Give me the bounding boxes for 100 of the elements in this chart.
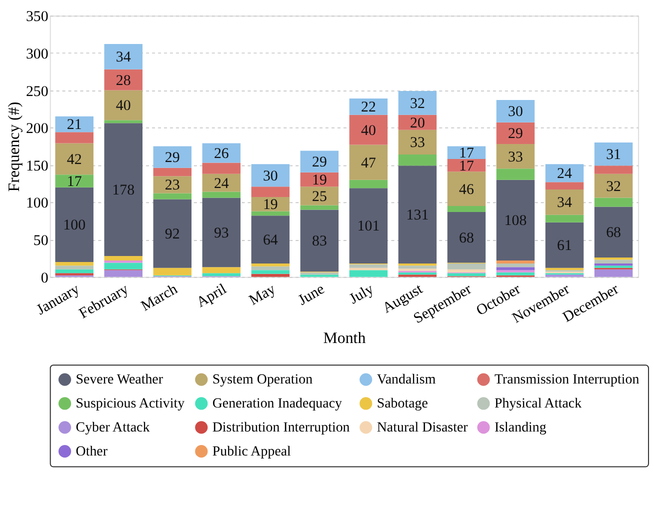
legend-label: Islanding <box>494 420 546 436</box>
y-tick-label: 100 <box>26 196 48 212</box>
bar <box>447 273 486 276</box>
bar <box>594 260 633 264</box>
data-label: 29 <box>312 154 327 171</box>
bar <box>251 274 290 277</box>
legend-label: System Operation <box>212 372 313 388</box>
bar <box>251 186 290 198</box>
bar <box>349 270 388 277</box>
y-axis-title: Frequency (#) <box>6 102 23 192</box>
bar <box>202 174 241 192</box>
data-label: 34 <box>557 195 573 212</box>
bar <box>251 211 290 216</box>
data-label: 34 <box>116 50 132 66</box>
bar <box>545 214 584 222</box>
bar <box>300 210 339 272</box>
bar <box>104 44 142 70</box>
legend-label: Physical Attack <box>494 396 582 412</box>
data-label: 23 <box>164 178 180 194</box>
data-label: 30 <box>262 168 278 184</box>
bar <box>594 174 633 198</box>
data-label: 40 <box>116 98 131 114</box>
bar <box>104 270 142 277</box>
bar <box>300 205 339 210</box>
data-label: 33 <box>508 149 523 166</box>
legend-label: Natural Disaster <box>376 420 468 436</box>
data-label: 29 <box>508 126 523 142</box>
data-label: 42 <box>66 152 82 168</box>
y-tick-label: 250 <box>26 84 48 100</box>
bar <box>545 190 584 215</box>
bar <box>104 256 142 260</box>
legend-label: Other <box>76 444 108 460</box>
data-label: 108 <box>504 213 527 230</box>
bar <box>447 172 486 206</box>
legend-label: Sabotage <box>376 396 428 412</box>
x-tick-label: April <box>194 281 230 311</box>
data-label: 101 <box>357 218 380 235</box>
bar <box>496 267 535 270</box>
bar <box>349 264 388 268</box>
bar <box>496 144 535 169</box>
bar <box>55 187 94 262</box>
bar <box>398 130 437 154</box>
data-label: 32 <box>410 96 425 112</box>
bar <box>545 164 584 182</box>
legend-label: Public Appeal <box>212 444 292 460</box>
bar <box>104 90 142 120</box>
data-label: 33 <box>410 135 425 152</box>
x-tick-label: July <box>346 281 377 308</box>
x-axis-title: Month <box>323 330 366 348</box>
data-label: 64 <box>262 232 278 249</box>
bar <box>594 206 633 258</box>
x-tick-label: May <box>246 281 279 309</box>
bar <box>496 180 535 260</box>
data-label: 68 <box>459 230 474 246</box>
bar <box>251 270 290 274</box>
legend-label: Severe Weather <box>76 372 164 388</box>
bar <box>153 176 192 194</box>
bar <box>349 114 388 145</box>
data-label: 31 <box>606 147 622 164</box>
bar <box>349 180 388 188</box>
bar <box>545 222 584 268</box>
data-label: 131 <box>406 208 429 224</box>
legend-label: Transmission Interruption <box>494 372 640 388</box>
bar <box>104 120 142 124</box>
y-tick-label: 350 <box>26 9 48 26</box>
data-label: 30 <box>508 104 523 120</box>
bar <box>153 146 192 168</box>
bar <box>55 116 94 132</box>
bar <box>300 150 339 172</box>
data-label: 22 <box>360 100 376 116</box>
bar <box>153 268 192 276</box>
bar <box>104 123 142 256</box>
data-label: 17 <box>66 174 82 190</box>
bar <box>202 198 241 268</box>
bar <box>594 142 633 166</box>
bar <box>55 143 94 175</box>
data-label: 47 <box>360 155 376 172</box>
data-label: 61 <box>557 238 572 254</box>
data-label: 93 <box>214 225 229 242</box>
data-label: 100 <box>63 218 86 234</box>
data-label: 24 <box>557 166 573 182</box>
bar <box>545 182 584 190</box>
bar <box>447 212 486 263</box>
bar <box>447 269 486 272</box>
data-label: 26 <box>214 146 230 162</box>
bar <box>349 144 388 180</box>
bar <box>349 188 388 264</box>
bar <box>55 132 94 144</box>
data-label: 92 <box>164 226 180 243</box>
bar <box>349 98 388 115</box>
bar <box>496 122 535 144</box>
data-label: 29 <box>164 150 180 166</box>
data-label: 21 <box>66 117 82 134</box>
data-label: 19 <box>262 197 278 214</box>
bar <box>398 166 437 264</box>
data-label: 19 <box>312 172 327 188</box>
y-tick-label: 200 <box>26 121 48 138</box>
legend-label: Generation Inadequacy <box>212 396 342 412</box>
data-label: 40 <box>360 122 376 139</box>
bar <box>300 186 339 206</box>
